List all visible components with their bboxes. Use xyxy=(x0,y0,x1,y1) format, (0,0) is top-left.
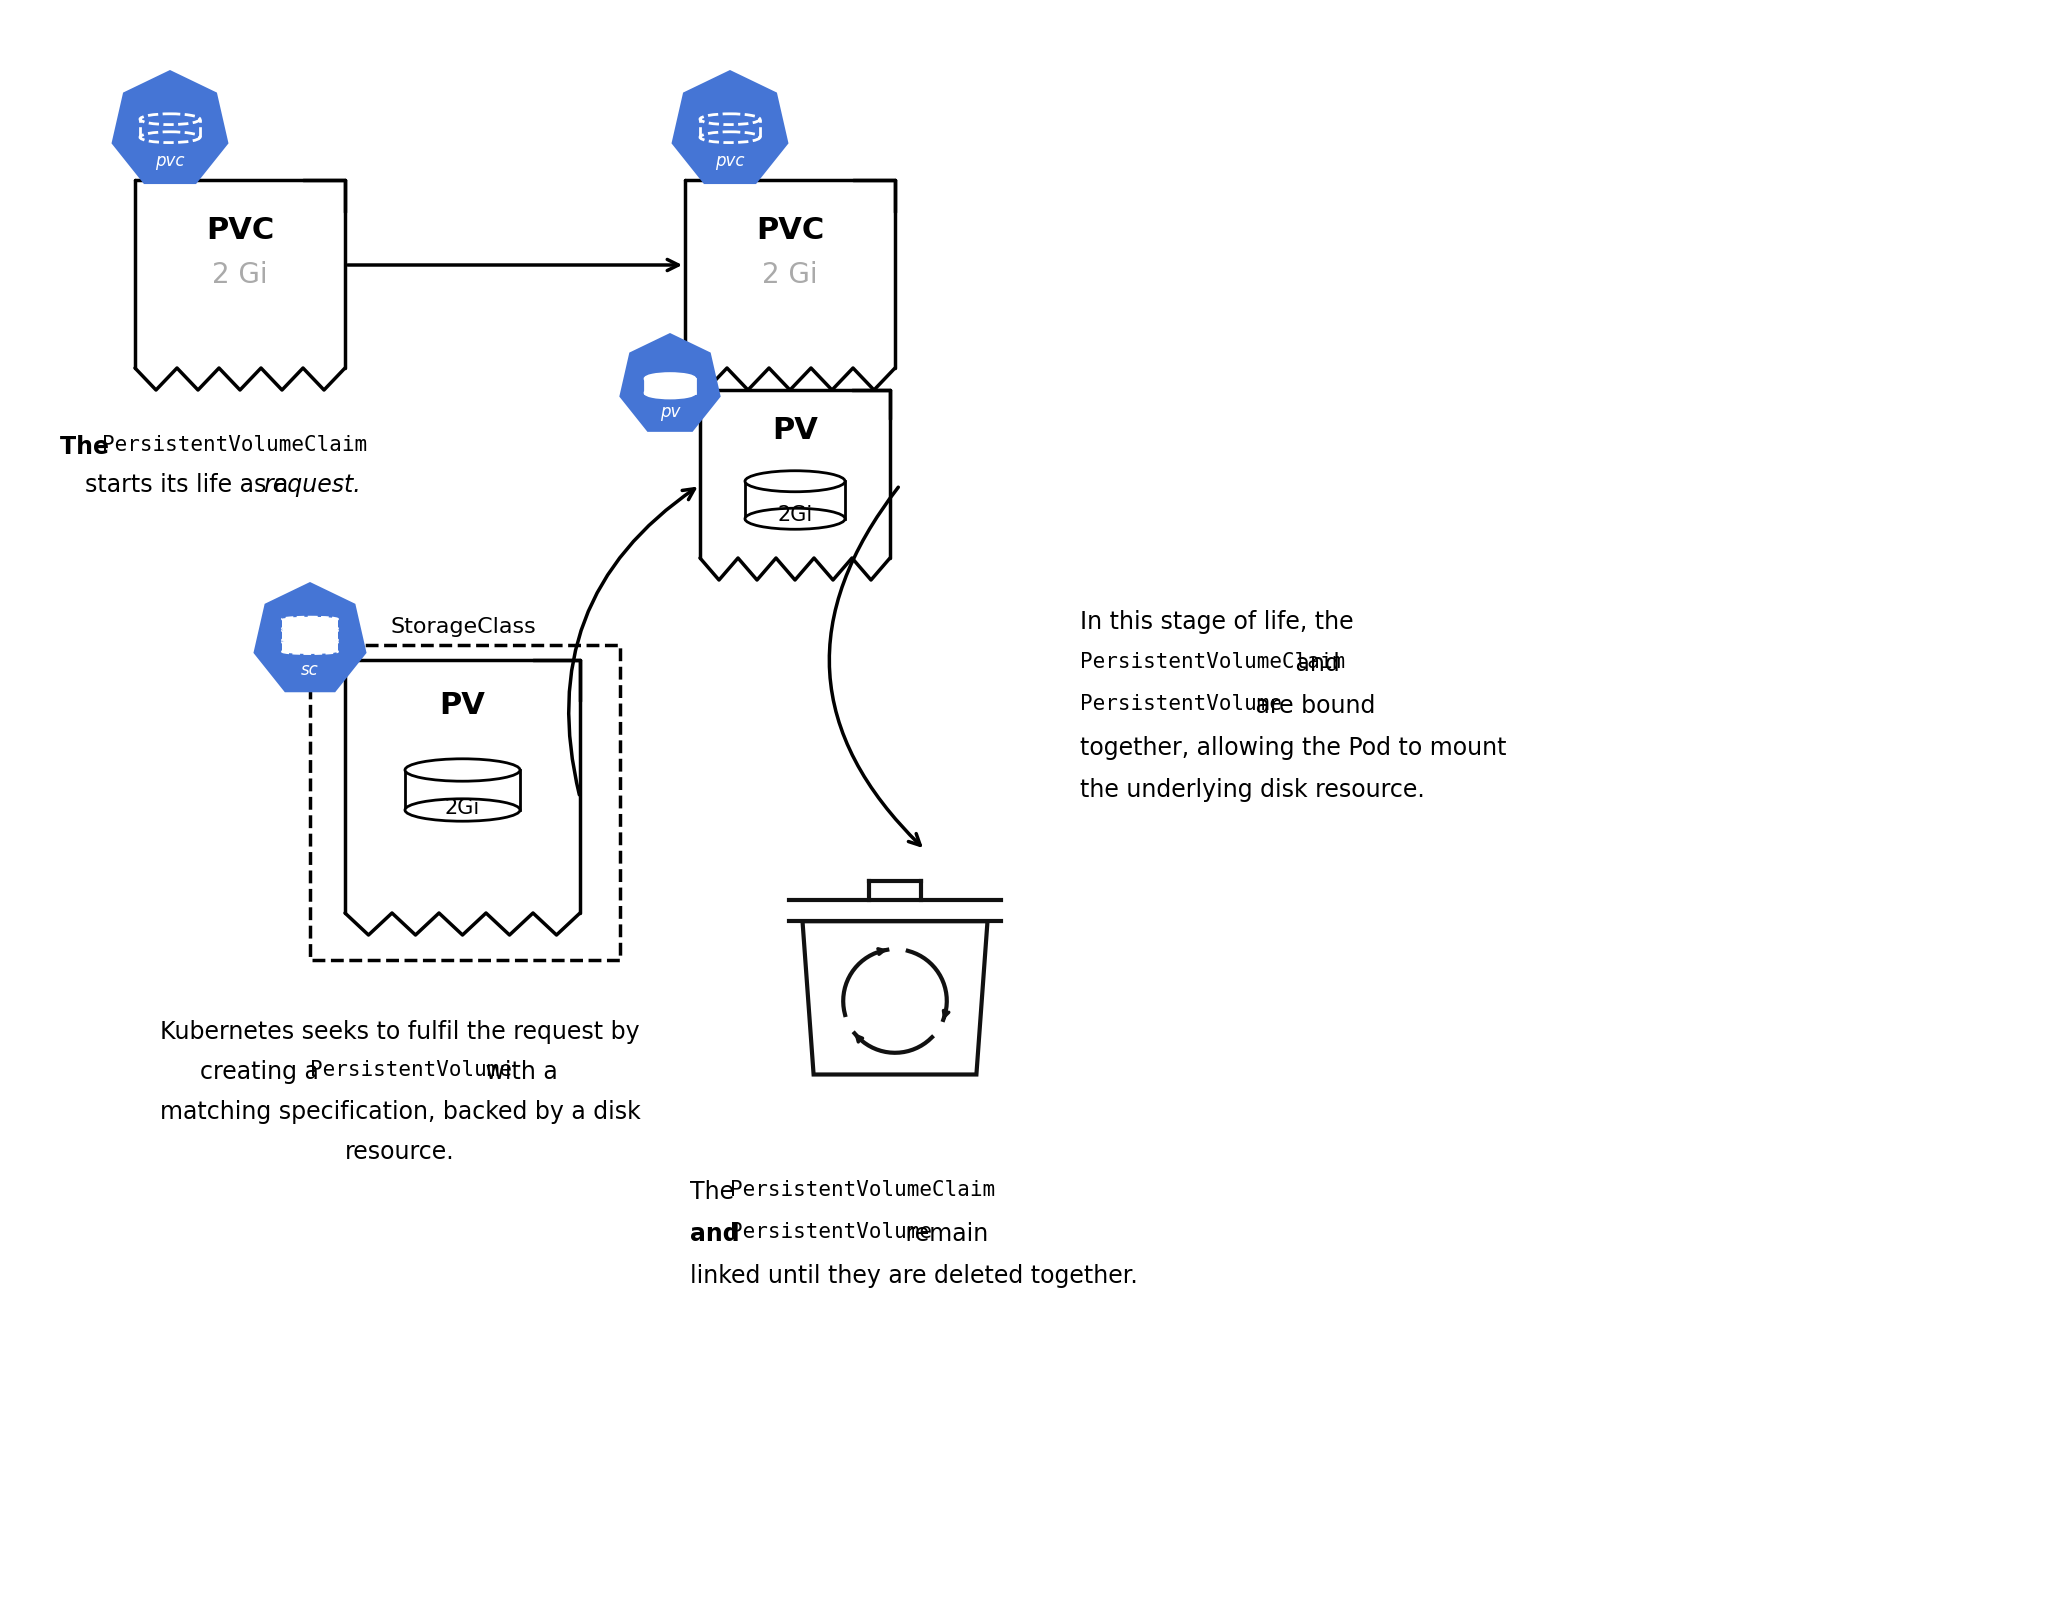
Text: PV: PV xyxy=(439,690,485,719)
Ellipse shape xyxy=(644,387,694,398)
Text: matching specification, backed by a disk: matching specification, backed by a disk xyxy=(160,1099,640,1124)
Polygon shape xyxy=(112,71,228,185)
Ellipse shape xyxy=(282,637,338,642)
Text: 2Gi: 2Gi xyxy=(777,506,812,525)
Ellipse shape xyxy=(746,470,845,491)
Text: together, allowing the Pod to mount: together, allowing the Pod to mount xyxy=(1080,737,1506,761)
Text: and: and xyxy=(1289,652,1341,676)
Ellipse shape xyxy=(282,640,338,645)
Text: PV: PV xyxy=(773,416,818,445)
Text: PVC: PVC xyxy=(205,215,274,244)
Text: request.: request. xyxy=(263,473,361,498)
Text: with a: with a xyxy=(479,1059,557,1083)
Text: In this stage of life, the: In this stage of life, the xyxy=(1080,610,1353,634)
Text: PersistentVolume: PersistentVolume xyxy=(729,1221,932,1242)
Polygon shape xyxy=(620,332,721,432)
Text: remain: remain xyxy=(897,1221,988,1245)
Bar xyxy=(282,642,338,652)
Ellipse shape xyxy=(282,626,338,631)
Bar xyxy=(746,482,845,518)
Text: the underlying disk resource.: the underlying disk resource. xyxy=(1080,778,1426,802)
Polygon shape xyxy=(671,71,789,185)
Bar xyxy=(644,379,694,393)
Text: pvc: pvc xyxy=(715,152,744,170)
Text: 2 Gi: 2 Gi xyxy=(762,262,818,289)
Text: PersistentVolumeClaim: PersistentVolumeClaim xyxy=(729,1180,995,1201)
Text: are bound: are bound xyxy=(1247,693,1376,717)
Text: creating a: creating a xyxy=(201,1059,327,1083)
Polygon shape xyxy=(253,583,367,692)
Text: linked until they are deleted together.: linked until they are deleted together. xyxy=(690,1265,1138,1287)
Text: pv: pv xyxy=(659,403,680,421)
Polygon shape xyxy=(802,921,988,1074)
Ellipse shape xyxy=(404,759,520,782)
Bar xyxy=(404,770,520,811)
Ellipse shape xyxy=(644,374,694,384)
Text: 2 Gi: 2 Gi xyxy=(211,262,267,289)
Text: StorageClass: StorageClass xyxy=(390,616,537,637)
Text: 2Gi: 2Gi xyxy=(445,798,481,819)
Ellipse shape xyxy=(746,509,845,530)
Text: pvc: pvc xyxy=(155,152,184,170)
Text: sc: sc xyxy=(300,661,319,679)
Text: PersistentVolumeClaim: PersistentVolumeClaim xyxy=(102,435,367,454)
Text: PersistentVolumeClaim: PersistentVolumeClaim xyxy=(1080,652,1345,672)
Text: and: and xyxy=(690,1221,748,1245)
Ellipse shape xyxy=(282,616,338,621)
Bar xyxy=(282,631,338,640)
Text: starts its life as a: starts its life as a xyxy=(85,473,296,498)
Text: PersistentVolume: PersistentVolume xyxy=(311,1059,512,1080)
Bar xyxy=(282,620,338,629)
Ellipse shape xyxy=(282,650,338,653)
Text: The: The xyxy=(60,435,118,459)
Ellipse shape xyxy=(404,799,520,822)
Text: Kubernetes seeks to fulfil the request by: Kubernetes seeks to fulfil the request b… xyxy=(160,1021,640,1043)
Bar xyxy=(311,645,620,960)
Text: PersistentVolume: PersistentVolume xyxy=(1080,693,1283,714)
Text: resource.: resource. xyxy=(346,1140,456,1164)
Text: PVC: PVC xyxy=(756,215,825,244)
Ellipse shape xyxy=(282,629,338,632)
Text: The: The xyxy=(690,1180,742,1204)
